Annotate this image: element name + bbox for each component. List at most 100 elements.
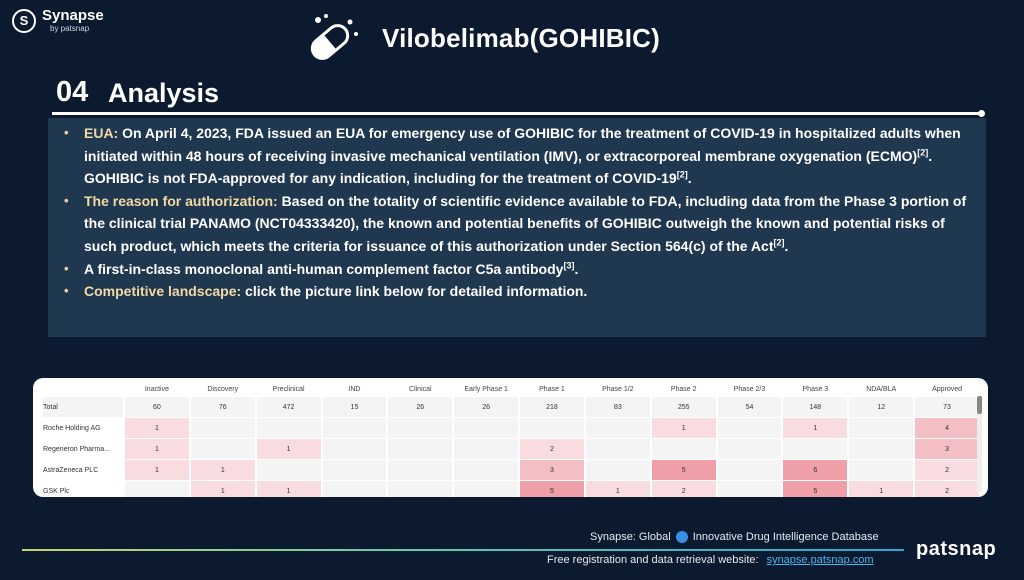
footer-tagline: Synapse: Global Innovative Drug Intellig… — [590, 531, 879, 543]
reference: [2] — [917, 147, 928, 157]
heatmap-cell[interactable]: 1 — [125, 439, 189, 459]
bullet-competitive-landscape: Competitive landscape: click the picture… — [58, 280, 974, 303]
table-corner — [43, 382, 123, 396]
heatmap-cell[interactable]: 5 — [783, 481, 847, 497]
row-label[interactable]: GSK Plc — [43, 481, 123, 497]
heatmap-cell[interactable]: 472 — [257, 397, 321, 417]
heatmap-cell[interactable]: 2 — [915, 481, 979, 497]
column-header: Preclinical — [257, 382, 321, 396]
heatmap-cell[interactable]: 1 — [652, 418, 716, 438]
heatmap-cell[interactable]: 1 — [586, 481, 650, 497]
company-row: Roche Holding AG1114 — [43, 418, 979, 438]
heatmap-cell[interactable]: 5 — [652, 460, 716, 480]
heatmap-cell[interactable]: 1 — [849, 481, 913, 497]
heatmap-cell[interactable]: 26 — [388, 397, 452, 417]
heatmap-cell — [323, 439, 387, 459]
heatmap-cell[interactable]: 5 — [520, 481, 584, 497]
heatmap-cell — [454, 481, 518, 497]
column-header: Discovery — [191, 382, 255, 396]
company-row: GSK Plc11512512 — [43, 481, 979, 497]
section-divider-dot — [978, 110, 985, 117]
heatmap-cell — [849, 439, 913, 459]
heatmap-cell[interactable]: 76 — [191, 397, 255, 417]
heatmap-cell[interactable]: 2 — [652, 481, 716, 497]
bullet-label: Competitive landscape: — [84, 283, 241, 299]
analysis-bullets: EUA: On April 4, 2023, FDA issued an EUA… — [58, 122, 974, 303]
heatmap-cell — [652, 439, 716, 459]
heatmap-cell — [125, 481, 189, 497]
heatmap-cell[interactable]: 1 — [125, 418, 189, 438]
heatmap-cell[interactable]: 3 — [520, 460, 584, 480]
heatmap-cell — [454, 460, 518, 480]
heatmap-cell[interactable]: 2 — [915, 460, 979, 480]
heatmap-cell — [323, 481, 387, 497]
heatmap-cell[interactable]: 2 — [520, 439, 584, 459]
competitive-landscape-table[interactable]: InactiveDiscoveryPreclinicalINDClinicalE… — [33, 378, 988, 497]
heatmap-cell — [388, 481, 452, 497]
bullet-first-in-class: A first-in-class monoclonal anti-human c… — [58, 258, 974, 281]
row-label[interactable]: Roche Holding AG — [43, 418, 123, 438]
bullet-label: EUA: — [84, 125, 118, 141]
heatmap-cell[interactable]: 83 — [586, 397, 650, 417]
heatmap-cell[interactable]: 1 — [125, 460, 189, 480]
heatmap-cell[interactable]: 54 — [718, 397, 782, 417]
heatmap-cell[interactable]: 1 — [191, 460, 255, 480]
bullet-label: The reason for authorization: — [84, 193, 278, 209]
section-divider — [52, 112, 984, 115]
slide-title: Vilobelimab(GOHIBIC) — [306, 12, 660, 64]
row-label[interactable]: AstraZeneca PLC — [43, 460, 123, 480]
analysis-content: EUA: On April 4, 2023, FDA issued an EUA… — [48, 118, 986, 337]
footer-registration: Free registration and data retrieval web… — [547, 554, 874, 566]
heatmap-cell — [257, 418, 321, 438]
drug-title: Vilobelimab(GOHIBIC) — [382, 23, 660, 54]
heatmap-cell — [718, 418, 782, 438]
column-header: Phase 2 — [652, 382, 716, 396]
heatmap-cell — [388, 460, 452, 480]
patsnap-brand: patsnap — [916, 538, 996, 561]
heatmap-cell[interactable]: 15 — [323, 397, 387, 417]
heatmap-cell[interactable]: 3 — [915, 439, 979, 459]
heatmap-cell[interactable]: 6 — [783, 460, 847, 480]
heatmap-cell[interactable]: 4 — [915, 418, 979, 438]
heatmap-cell — [454, 418, 518, 438]
reference: [2] — [774, 237, 785, 247]
column-header: NDA/BLA — [849, 382, 913, 396]
heatmap-cell — [586, 418, 650, 438]
heatmap-cell — [849, 460, 913, 480]
pipeline-heatmap-table: InactiveDiscoveryPreclinicalINDClinicalE… — [41, 381, 981, 497]
heatmap-cell[interactable]: 73 — [915, 397, 979, 417]
heatmap-cell — [849, 418, 913, 438]
column-header: IND — [323, 382, 387, 396]
heatmap-cell[interactable]: 1 — [257, 481, 321, 497]
heatmap-cell[interactable]: 148 — [783, 397, 847, 417]
total-row: Total607647215262621883255541481273 — [43, 397, 979, 417]
heatmap-cell[interactable]: 255 — [652, 397, 716, 417]
logo-subtitle: by patsnap — [50, 25, 104, 33]
heatmap-cell[interactable]: 1 — [191, 481, 255, 497]
heatmap-cell — [323, 418, 387, 438]
synapse-website-link[interactable]: synapse.patsnap.com — [767, 554, 874, 566]
synapse-logo: S Synapse by patsnap — [12, 8, 104, 33]
globe-icon — [676, 531, 688, 543]
synapse-logo-icon: S — [12, 9, 36, 33]
section-name: Analysis — [108, 78, 219, 109]
heatmap-cell — [454, 439, 518, 459]
heatmap-cell[interactable]: 218 — [520, 397, 584, 417]
heatmap-cell[interactable]: 1 — [783, 418, 847, 438]
column-header: Phase 1/2 — [586, 382, 650, 396]
column-header: Phase 3 — [783, 382, 847, 396]
heatmap-cell[interactable]: 12 — [849, 397, 913, 417]
heatmap-cell — [191, 439, 255, 459]
row-label: Total — [43, 397, 123, 417]
heatmap-cell — [718, 460, 782, 480]
row-label[interactable]: Regeneron Pharma... — [43, 439, 123, 459]
heatmap-cell — [388, 439, 452, 459]
heatmap-cell[interactable]: 1 — [257, 439, 321, 459]
heatmap-cell — [586, 460, 650, 480]
scrollbar-thumb[interactable] — [977, 396, 982, 414]
reference: [2] — [677, 170, 688, 180]
heatmap-cell — [323, 460, 387, 480]
heatmap-cell[interactable]: 26 — [454, 397, 518, 417]
bullet-authorization-reason: The reason for authorization: Based on t… — [58, 190, 974, 258]
heatmap-cell[interactable]: 60 — [125, 397, 189, 417]
